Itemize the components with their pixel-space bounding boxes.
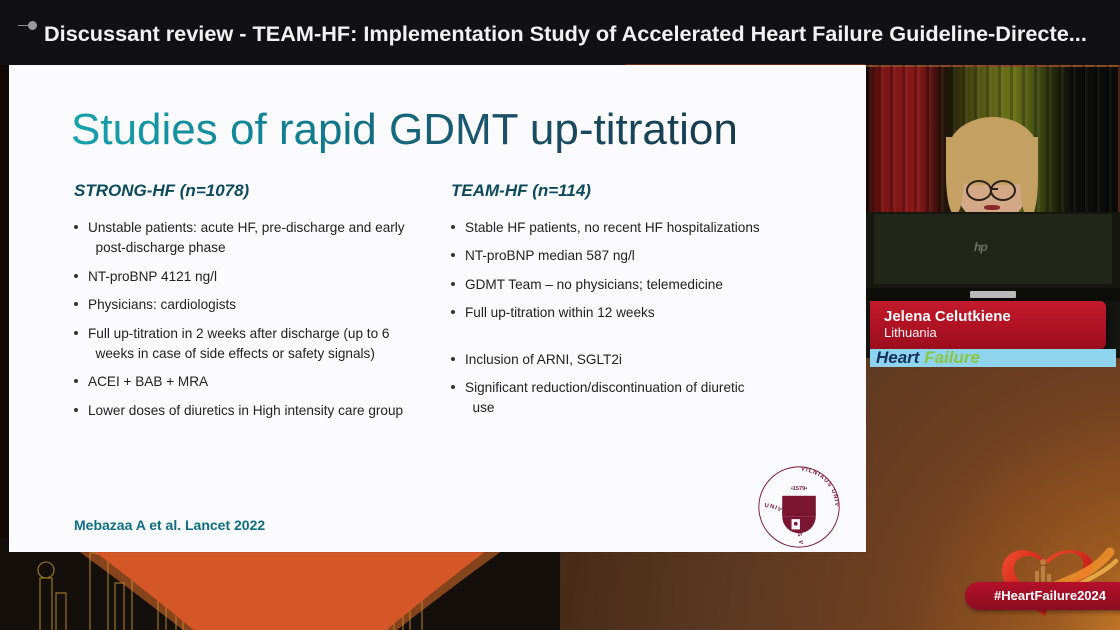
svg-text:•1579•: •1579• — [791, 486, 807, 492]
